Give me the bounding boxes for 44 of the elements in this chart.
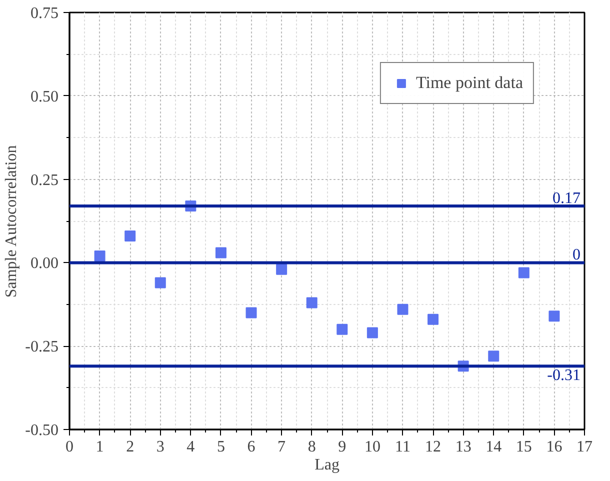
x-tick-label: 2 <box>126 438 134 456</box>
x-tick-label: 9 <box>338 438 346 456</box>
x-tick-label: 6 <box>247 438 256 456</box>
ref-line-label: 0.17 <box>552 190 580 207</box>
point <box>306 297 318 308</box>
point <box>336 324 348 335</box>
x-tick-label: 11 <box>395 438 410 456</box>
y-tick-label: 0.00 <box>30 255 58 272</box>
ref-line-label: 0 <box>572 246 580 264</box>
point <box>518 267 530 278</box>
point <box>124 230 136 242</box>
x-tick-label: 10 <box>364 438 380 456</box>
x-tick-label: 14 <box>486 438 502 456</box>
point <box>154 277 166 288</box>
x-tick-label: 3 <box>156 438 164 456</box>
point <box>366 327 378 338</box>
point <box>215 247 226 258</box>
y-axis-title: Sample Autocorrelation <box>3 145 20 298</box>
y-tick-label: -0.25 <box>25 338 58 356</box>
legend-label: Time point data <box>416 73 523 93</box>
point <box>488 350 500 362</box>
y-tick-label: 0.25 <box>30 172 58 189</box>
x-tick-label: 13 <box>455 438 472 456</box>
point <box>246 307 257 318</box>
x-tick-label: 12 <box>425 438 442 456</box>
x-tick-label: 4 <box>186 438 195 456</box>
point <box>548 310 560 322</box>
x-tick-label: 8 <box>308 438 316 456</box>
x-tick-label: 17 <box>576 438 592 456</box>
point <box>94 250 106 262</box>
x-tick-label: 15 <box>516 438 532 456</box>
x-tick-label: 0 <box>66 438 74 456</box>
x-tick-label: 1 <box>96 438 104 456</box>
point <box>276 264 288 275</box>
point <box>428 314 439 325</box>
x-tick-label: 7 <box>278 438 286 456</box>
point <box>397 304 408 315</box>
x-tick-label: 5 <box>216 438 225 456</box>
y-tick-label: -0.50 <box>25 422 58 439</box>
y-tick-label: 0.75 <box>30 5 58 22</box>
x-axis-title: Lag <box>314 456 340 474</box>
ref-line-label: -0.31 <box>547 367 580 384</box>
y-tick-label: 0.50 <box>30 88 58 106</box>
x-tick-label: 16 <box>546 438 562 456</box>
